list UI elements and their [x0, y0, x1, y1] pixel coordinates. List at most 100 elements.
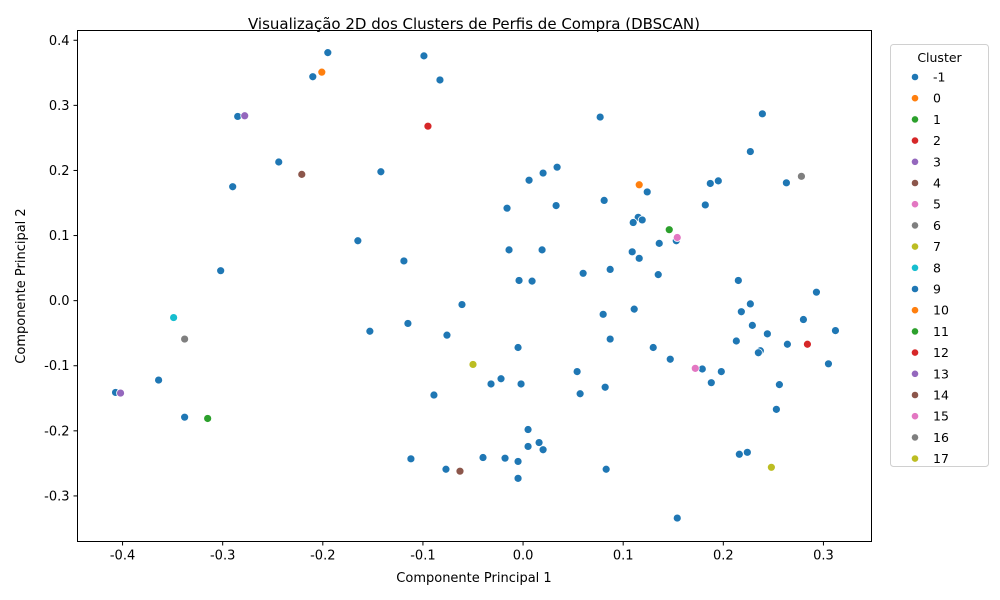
data-point [317, 67, 327, 77]
data-point [595, 112, 605, 122]
data-point [297, 169, 307, 179]
legend-label: 6 [933, 218, 941, 233]
data-point [513, 343, 523, 352]
legend-label: 7 [933, 239, 941, 254]
legend-label: -1 [933, 70, 945, 85]
x-tick-label: 0.2 [713, 549, 734, 564]
data-point [423, 121, 433, 131]
data-point [628, 218, 638, 227]
data-point [435, 75, 445, 85]
data-point [634, 180, 644, 190]
data-point [455, 466, 465, 476]
legend-label: 13 [933, 366, 949, 381]
y-axis-title: Componente Principal 2 [14, 208, 29, 363]
x-tick-label: -0.3 [210, 549, 235, 564]
data-point [797, 171, 806, 181]
data-point [516, 379, 526, 389]
data-point [365, 326, 375, 336]
data-point [572, 367, 582, 377]
data-point [605, 265, 615, 274]
y-tick-label: 0.4 [49, 34, 70, 49]
data-point [552, 162, 562, 172]
data-point [419, 51, 429, 61]
data-point [376, 167, 386, 177]
data-point [169, 313, 179, 322]
legend-label: 2 [933, 133, 941, 148]
data-point [598, 309, 608, 319]
data-point [627, 247, 637, 257]
data-point [716, 367, 726, 377]
data-point [486, 379, 496, 389]
data-point [406, 454, 416, 464]
legend-marker [911, 391, 919, 399]
data-point [654, 238, 664, 248]
data-point [605, 334, 615, 344]
data-point [537, 245, 547, 255]
legend-marker [911, 306, 919, 315]
y-tick-label: -0.2 [44, 424, 69, 439]
data-point [578, 268, 588, 278]
data-point [323, 48, 333, 58]
legend-label: 3 [933, 154, 941, 169]
legend-marker [911, 73, 919, 81]
data-point [734, 449, 744, 459]
data-point [637, 215, 647, 225]
data-point [116, 388, 125, 398]
data-point [180, 412, 190, 422]
data-point [154, 375, 164, 385]
data-point [799, 315, 808, 324]
legend-marker [911, 136, 919, 145]
data-point [203, 414, 213, 423]
legend-label: 11 [933, 324, 949, 339]
data-point [575, 389, 585, 399]
data-point [514, 276, 524, 285]
data-point [600, 382, 610, 392]
data-point [672, 513, 682, 523]
legend-marker [911, 263, 919, 272]
data-point [538, 168, 548, 178]
data-point [782, 339, 792, 349]
legend-marker [911, 369, 919, 378]
legend-label: 15 [933, 409, 949, 424]
data-point [664, 225, 674, 235]
data-point [653, 270, 663, 280]
legend-label: 17 [933, 451, 949, 466]
y-tick-label: 0.0 [49, 294, 70, 309]
data-point [274, 157, 284, 167]
y-tick-label: -0.3 [44, 489, 69, 504]
data-point [803, 339, 812, 349]
legend-label: 14 [933, 388, 949, 403]
x-tick-label: -0.4 [110, 549, 135, 564]
data-point [705, 179, 715, 188]
data-point [665, 354, 675, 364]
legend-marker [911, 327, 919, 336]
data-point [812, 287, 821, 297]
data-point [513, 457, 523, 466]
data-point [700, 200, 710, 210]
data-point [747, 320, 757, 330]
data-point [496, 374, 506, 384]
legend-label: 10 [933, 303, 949, 318]
data-point [757, 109, 767, 119]
data-point [216, 266, 226, 276]
x-tick-label: -0.2 [310, 549, 335, 564]
plot-frame [77, 30, 872, 542]
data-point [513, 473, 523, 483]
legend-marker [911, 200, 919, 209]
legend-marker [911, 454, 919, 463]
data-point [771, 404, 781, 414]
data-point [478, 453, 488, 462]
legend-marker [911, 285, 919, 293]
data-point [706, 378, 716, 388]
data-point [429, 390, 439, 400]
legend-label: 5 [933, 197, 941, 212]
data-point [831, 326, 840, 335]
data-point [753, 348, 763, 358]
data-point [527, 276, 537, 286]
y-axis: -0.3 -0.2 -0.1 0.0 0.1 0.2 0.3 0.4 [44, 34, 78, 504]
data-point [353, 236, 363, 246]
legend-marker [911, 179, 919, 187]
data-point [228, 182, 238, 192]
data-point [601, 464, 611, 474]
data-point [180, 334, 190, 344]
